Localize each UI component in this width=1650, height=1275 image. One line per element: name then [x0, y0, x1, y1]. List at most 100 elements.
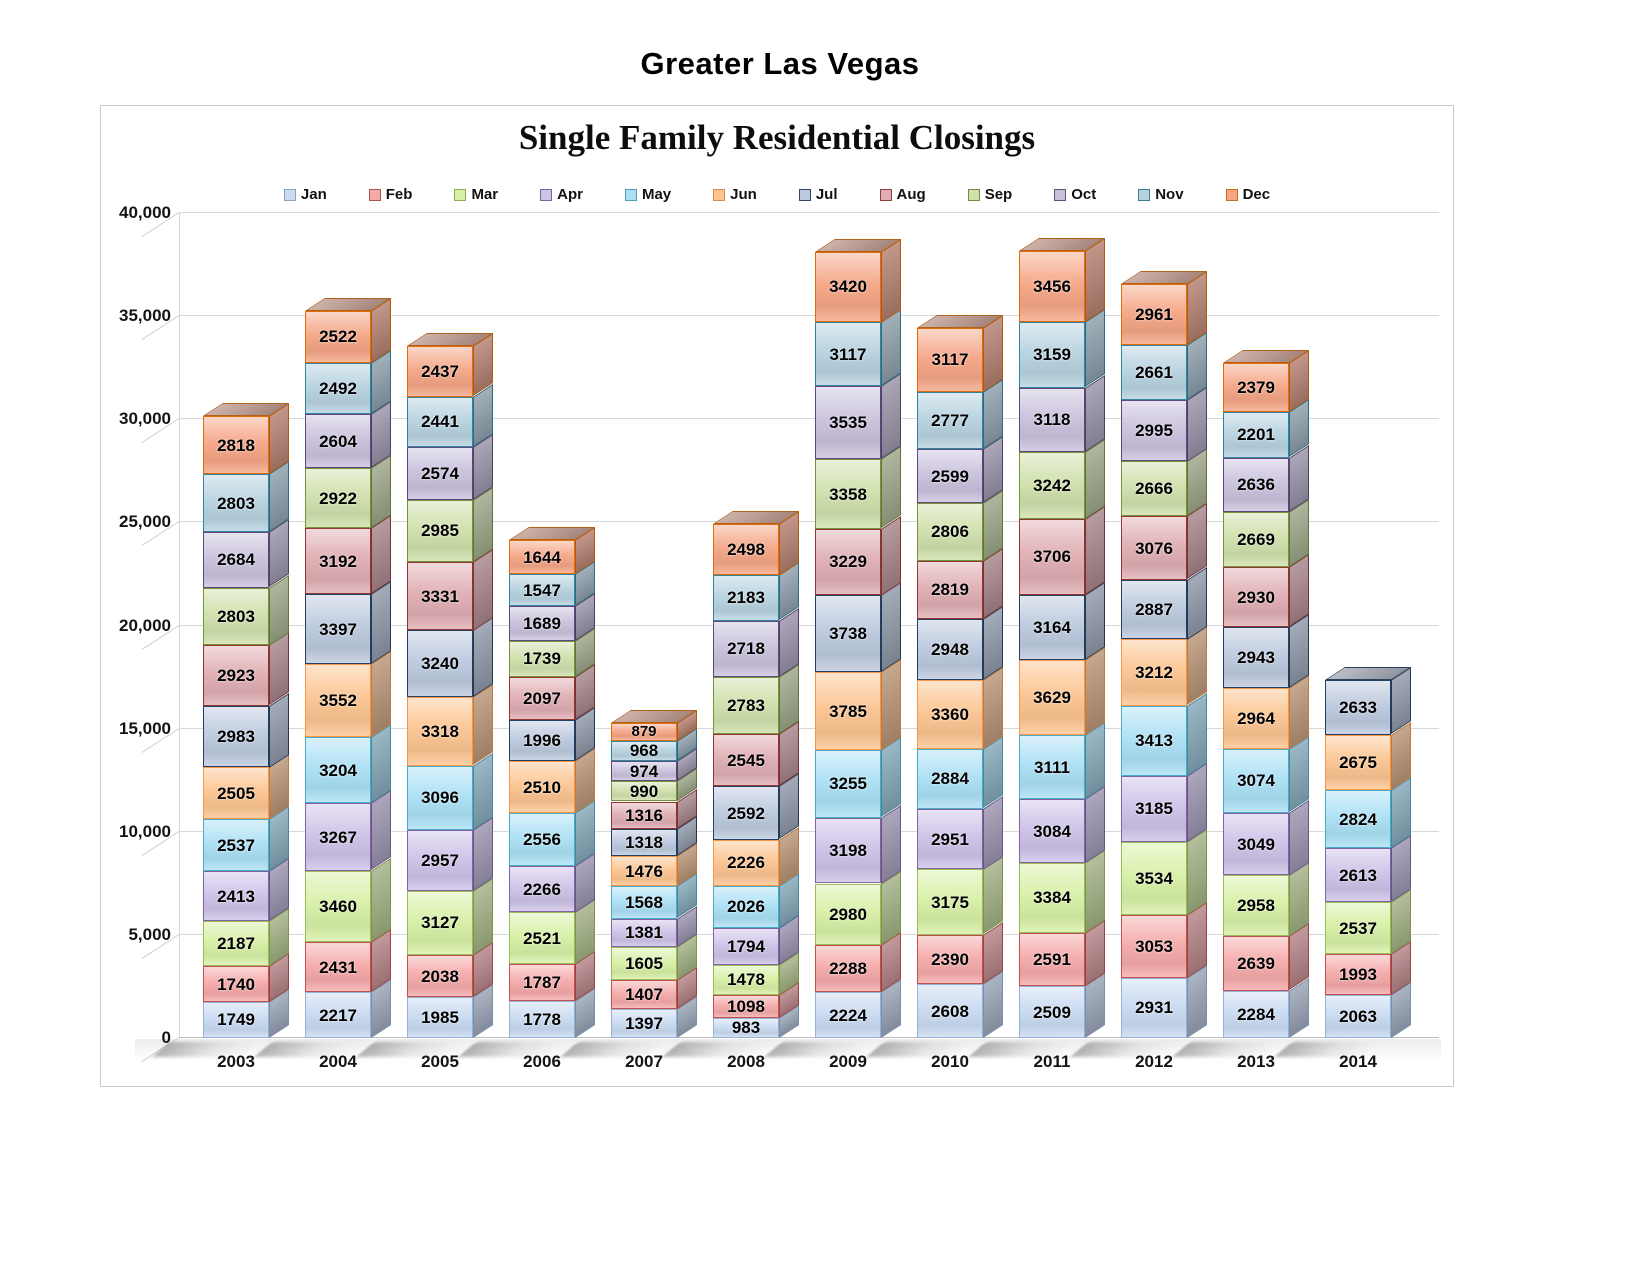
bar-segment-2007-nov: 968 — [611, 741, 677, 761]
bar-segment-2011-dec: 3456 — [1019, 251, 1085, 323]
bar-segment-side — [1289, 799, 1309, 876]
bar-segment-2003-feb: 1740 — [203, 966, 269, 1002]
data-label: 2510 — [523, 777, 561, 797]
data-label: 3460 — [319, 896, 357, 916]
data-label: 2661 — [1135, 362, 1173, 382]
bar-segment-2011-nov: 3159 — [1019, 322, 1085, 388]
bar-segment-side — [1187, 828, 1207, 915]
bar-segment-2013-jul: 2943 — [1223, 627, 1289, 689]
data-label: 3159 — [1033, 345, 1071, 365]
gridline — [179, 418, 1439, 420]
data-label: 2038 — [421, 966, 459, 986]
bar-segment-side — [1085, 850, 1105, 933]
x-axis-label: 2004 — [319, 1052, 357, 1071]
data-label: 1605 — [625, 954, 663, 974]
bar-segment-2008-nov: 2183 — [713, 575, 779, 621]
bar-segment-2014-apr: 2613 — [1325, 848, 1391, 903]
bar-segment-side — [881, 737, 901, 818]
data-label: 1476 — [625, 861, 663, 881]
bar-segment-2005-dec: 2437 — [407, 346, 473, 397]
data-label: 2636 — [1237, 475, 1275, 495]
bar-segment-2011-jul: 3164 — [1019, 595, 1085, 661]
bar-segment-2005-may: 3096 — [407, 765, 473, 830]
data-label: 2983 — [217, 726, 255, 746]
bar-segment-2004-oct: 2604 — [305, 414, 371, 468]
data-label: 2097 — [523, 688, 561, 708]
data-label: 2521 — [523, 928, 561, 948]
bar-segment-2006-jan: 1778 — [509, 1001, 575, 1038]
bar-segment-2010-aug: 2819 — [917, 560, 983, 619]
data-label: 2498 — [727, 540, 765, 560]
bar-segment-2010-sep: 2806 — [917, 502, 983, 561]
data-label: 3738 — [829, 624, 867, 644]
data-label: 2187 — [217, 933, 255, 953]
data-label: 3552 — [319, 691, 357, 711]
bar-segment-2008-oct: 2718 — [713, 620, 779, 677]
data-label: 3118 — [1033, 410, 1071, 430]
plot-floor — [135, 1039, 1441, 1065]
bar-segment-side — [473, 548, 493, 631]
bar-segment-2008-sep: 2783 — [713, 676, 779, 734]
bar-segment-2005-jun: 3318 — [407, 697, 473, 766]
data-label: 2183 — [727, 588, 765, 608]
bar-segment-side — [1085, 238, 1105, 323]
bar-segment-side — [1187, 503, 1207, 580]
bar-segment-side — [1085, 505, 1105, 596]
bar-segment-2006-feb: 1787 — [509, 964, 575, 1002]
legend-label: Mar — [471, 186, 499, 203]
data-label: 2777 — [931, 411, 969, 431]
data-label: 3384 — [1033, 888, 1071, 908]
bar-segment-2007-feb: 1407 — [611, 980, 677, 1010]
bar-segment-side — [1187, 763, 1207, 842]
bar-segment-2005-jul: 3240 — [407, 630, 473, 698]
bar-segment-2009-mar: 2980 — [815, 883, 881, 945]
bar-segment-side — [371, 454, 391, 529]
bar-segment-2004-apr: 3267 — [305, 803, 371, 871]
data-label: 3175 — [931, 892, 969, 912]
data-label: 2943 — [1237, 648, 1275, 668]
bar-segment-2007-jan: 1397 — [611, 1009, 677, 1038]
data-label: 2592 — [727, 803, 765, 823]
chart-container: Single Family Residential Closings Jan Fe… — [100, 105, 1454, 1087]
legend-item-oct: Oct — [1054, 186, 1096, 203]
data-label: 3397 — [319, 619, 357, 639]
legend-label: Feb — [385, 186, 413, 203]
bar-segment-2012-nov: 2661 — [1121, 344, 1187, 400]
page-title: Greater Las Vegas — [640, 46, 920, 81]
bar-segment-2012-sep: 2666 — [1121, 461, 1187, 517]
bar-segment-2005-aug: 3331 — [407, 561, 473, 631]
data-label: 2556 — [523, 829, 561, 849]
bar-segment-side — [1085, 309, 1105, 388]
data-label: 3331 — [421, 586, 459, 606]
data-label: 2591 — [1033, 950, 1071, 970]
bar-segment-side — [881, 582, 901, 673]
bar-segment-2010-apr: 2951 — [917, 808, 983, 870]
legend-label: Sep — [984, 186, 1013, 203]
legend-item-jan: Jan — [283, 186, 327, 203]
data-label: 2884 — [931, 769, 969, 789]
data-label: 2224 — [829, 1005, 867, 1025]
bar-segment-2014-feb: 1993 — [1325, 954, 1391, 996]
data-label: 1689 — [523, 614, 561, 634]
bar-segment-2006-oct: 1689 — [509, 606, 575, 641]
bar-segment-side — [881, 804, 901, 884]
bar-segment-2009-jun: 3785 — [815, 672, 881, 751]
data-label: 2574 — [421, 464, 459, 484]
bar-segment-2010-feb: 2390 — [917, 934, 983, 985]
gridline — [179, 933, 1439, 935]
bar-segment-side — [1085, 438, 1105, 519]
data-label: 2666 — [1135, 479, 1173, 499]
bar-segment-side — [269, 692, 289, 768]
legend-item-apr: Apr — [540, 186, 583, 203]
bar-segment-2004-dec: 2522 — [305, 310, 371, 363]
bar-segment-2012-jun: 3212 — [1121, 639, 1187, 706]
data-label: 3629 — [1033, 688, 1071, 708]
bar-segment-2004-may: 3204 — [305, 737, 371, 804]
x-axis-label: 2011 — [1033, 1052, 1071, 1071]
bar-segment-2012-apr: 3185 — [1121, 776, 1187, 842]
data-label: 2819 — [931, 580, 969, 600]
legend-item-nov: Nov — [1138, 186, 1184, 203]
data-label: 2995 — [1135, 421, 1173, 440]
data-label: 2803 — [217, 493, 255, 513]
data-label: 1381 — [625, 923, 663, 943]
